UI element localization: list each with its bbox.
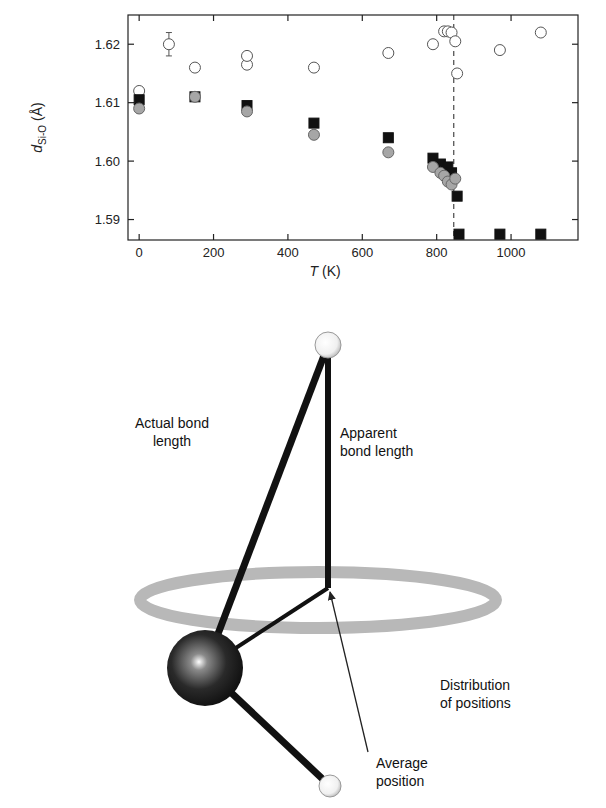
y-axis-title: dSi-O(Å) [29, 102, 48, 152]
point-square [383, 133, 393, 143]
x-tick-label: 400 [277, 245, 299, 260]
x-tick-top [510, 15, 511, 21]
plot-frame [128, 15, 578, 240]
plot-marks [134, 15, 547, 240]
diagram-label: Distribution [440, 677, 510, 693]
y-tick [128, 44, 134, 45]
y-tick-label: 1.60 [95, 154, 120, 169]
oxygen-atom [319, 775, 341, 797]
point-circle [189, 91, 200, 102]
x-tick-top [287, 15, 288, 21]
x-tick [287, 234, 288, 240]
x-tick [213, 234, 214, 240]
y-tick [128, 102, 134, 103]
diagram: Actual bond length Apparent bond length Dist… [135, 332, 511, 797]
point-circle [427, 39, 438, 50]
y-tick-right [572, 161, 578, 162]
point-circle [308, 129, 319, 140]
y-tick-label: 1.59 [95, 212, 120, 227]
apparent-bond [325, 345, 331, 588]
x-tick-label: 0 [136, 245, 143, 260]
position-distribution [140, 572, 496, 628]
diagram-label: Apparent [340, 425, 397, 441]
x-tick [510, 234, 511, 240]
point-circle [242, 50, 253, 61]
point-square [190, 92, 200, 102]
oxygen-atom [315, 332, 341, 358]
y-tick-right [572, 102, 578, 103]
diagram-label: of positions [440, 695, 511, 711]
error-cap [166, 32, 172, 33]
y-tick-right [572, 44, 578, 45]
y-tick [128, 219, 134, 220]
figure: 020040060080010001.591.601.611.62T(K)dSi… [0, 0, 606, 808]
point-circle [450, 36, 461, 47]
point-circle [308, 62, 319, 73]
point-circle [535, 27, 546, 38]
y-tick-label: 1.61 [95, 95, 120, 110]
point-circle [189, 62, 200, 73]
point-circle [163, 39, 174, 50]
diagram-label: Average [376, 755, 428, 771]
point-circle [242, 106, 253, 117]
diagram-label: length [153, 433, 191, 449]
diagram-label: Actual bond [135, 415, 209, 431]
y-tick [128, 161, 134, 162]
transition-line [453, 15, 454, 240]
x-tick-top [362, 15, 363, 21]
x-tick-label: 600 [351, 245, 373, 260]
point-square [309, 118, 319, 128]
y-tick-label: 1.62 [95, 37, 120, 52]
point-square [495, 229, 505, 239]
diagram-label: bond length [340, 443, 413, 459]
point-circle [383, 47, 394, 58]
x-tick [362, 234, 363, 240]
x-tick-label: 200 [203, 245, 225, 260]
point-square [452, 191, 462, 201]
y-title-subscript: Si-O [37, 125, 48, 145]
actual-bond [205, 345, 328, 668]
x-tick [139, 234, 140, 240]
diagram-label: position [376, 773, 424, 789]
x-tick-top [139, 15, 140, 21]
point-circle [452, 68, 463, 79]
y-tick-right [572, 219, 578, 220]
x-tick-label: 1000 [497, 245, 526, 260]
x-title-unit: (K) [322, 263, 341, 279]
x-title-symbol: T [309, 263, 319, 279]
x-axis-title: T(K) [309, 263, 340, 279]
point-square [536, 229, 546, 239]
point-circle [134, 103, 145, 114]
y-title-unit: (Å) [29, 102, 45, 121]
error-cap [166, 55, 172, 56]
silicon-atom [167, 630, 243, 706]
x-tick [436, 234, 437, 240]
point-circle [450, 173, 461, 184]
point-circle [383, 147, 394, 158]
point-circle [494, 45, 505, 56]
x-tick-top [436, 15, 437, 21]
average-arrow [330, 592, 368, 752]
x-tick-label: 800 [426, 245, 448, 260]
x-tick-top [213, 15, 214, 21]
point-square [454, 229, 464, 239]
